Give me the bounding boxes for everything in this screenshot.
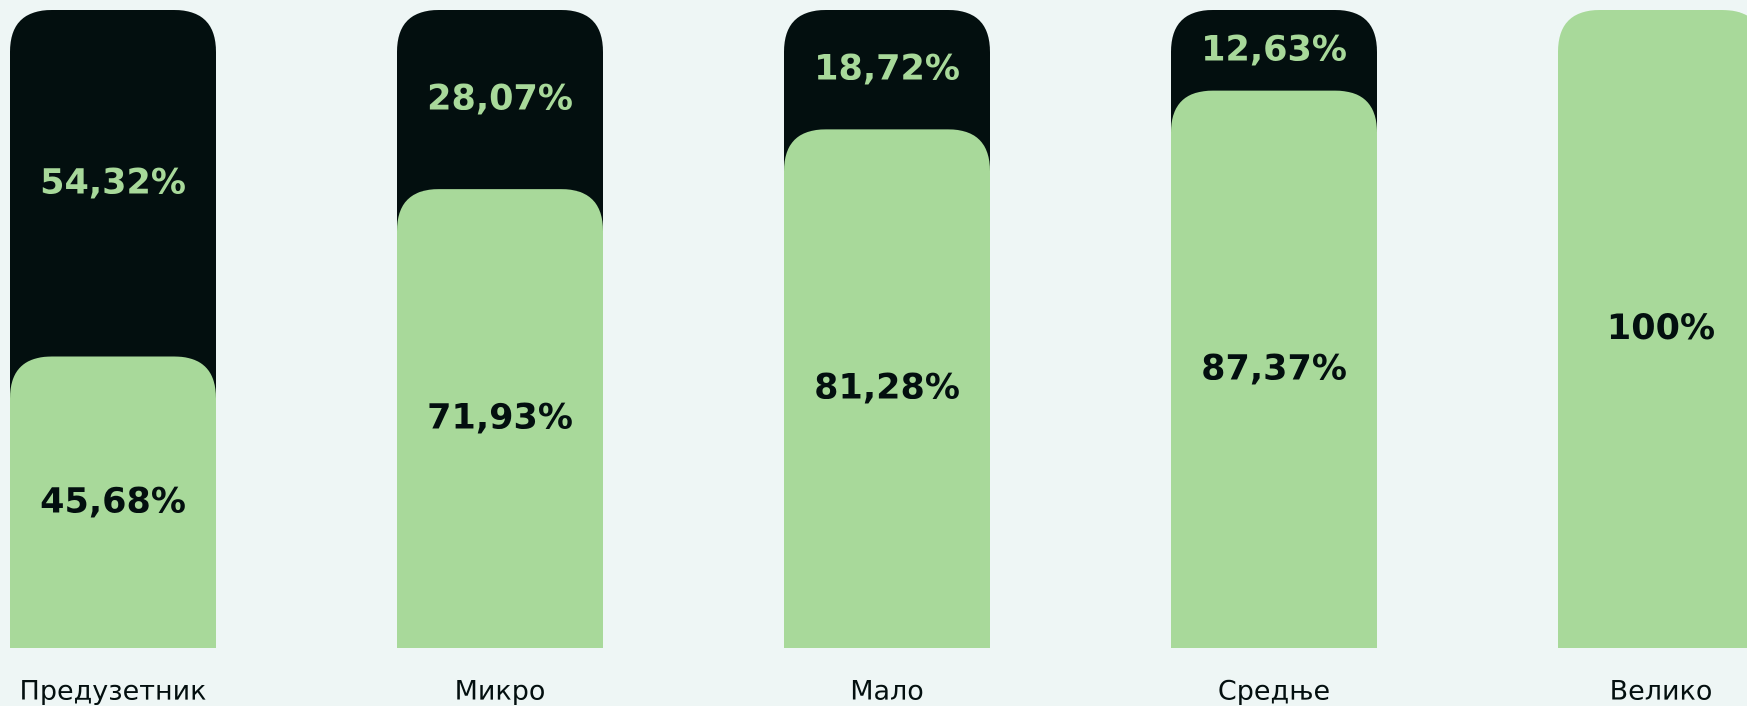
- value-label: 71,93%: [427, 398, 573, 438]
- bar-segment: [1558, 10, 1747, 648]
- category-label: Средње: [1218, 676, 1330, 706]
- category-label: Велико: [1610, 676, 1713, 706]
- bar-segment: [397, 10, 603, 232]
- category-label: Предузетник: [20, 676, 207, 706]
- value-label: 87,37%: [1201, 348, 1347, 388]
- bar-segment: [784, 129, 990, 648]
- value-label: 45,68%: [40, 481, 186, 521]
- bar-segment: [10, 10, 216, 399]
- value-label: 100%: [1607, 308, 1715, 348]
- category-label: Мало: [850, 676, 924, 706]
- bar-segment: [10, 356, 216, 648]
- category-label: Микро: [455, 676, 546, 706]
- value-label: 12,63%: [1201, 29, 1347, 69]
- value-label: 54,32%: [40, 162, 186, 202]
- bar-segment: [1171, 90, 1377, 648]
- value-label: 18,72%: [814, 49, 960, 89]
- bar-segment: [397, 189, 603, 648]
- value-label: 81,28%: [814, 368, 960, 408]
- value-label: 28,07%: [427, 79, 573, 119]
